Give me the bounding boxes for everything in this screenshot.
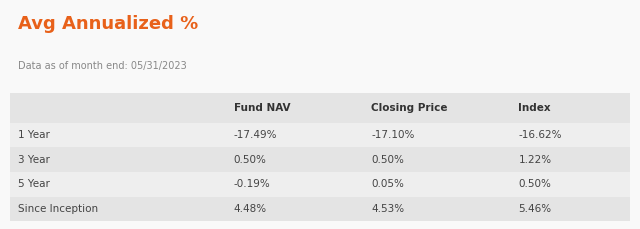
Text: 0.50%: 0.50%: [234, 155, 266, 165]
Bar: [10, 197, 630, 221]
Text: -17.49%: -17.49%: [234, 130, 277, 140]
Text: 5 Year: 5 Year: [18, 179, 50, 189]
Text: Closing Price: Closing Price: [371, 103, 448, 113]
Text: 1.22%: 1.22%: [518, 155, 552, 165]
Text: -17.10%: -17.10%: [371, 130, 415, 140]
Text: -16.62%: -16.62%: [518, 130, 562, 140]
Text: 5.46%: 5.46%: [518, 204, 552, 214]
Text: 4.53%: 4.53%: [371, 204, 404, 214]
Text: Fund NAV: Fund NAV: [234, 103, 290, 113]
Text: 3 Year: 3 Year: [18, 155, 50, 165]
Text: -0.19%: -0.19%: [234, 179, 270, 189]
Text: 0.05%: 0.05%: [371, 179, 404, 189]
Bar: [10, 147, 630, 172]
Text: 1 Year: 1 Year: [18, 130, 50, 140]
Bar: [10, 93, 630, 123]
Text: Data as of month end: 05/31/2023: Data as of month end: 05/31/2023: [18, 61, 187, 71]
Bar: [10, 172, 630, 197]
Text: Since Inception: Since Inception: [18, 204, 98, 214]
Bar: [10, 123, 630, 147]
Text: 0.50%: 0.50%: [371, 155, 404, 165]
Text: Index: Index: [518, 103, 551, 113]
Text: 4.48%: 4.48%: [234, 204, 267, 214]
Text: 0.50%: 0.50%: [518, 179, 551, 189]
Text: Avg Annualized %: Avg Annualized %: [18, 15, 198, 33]
